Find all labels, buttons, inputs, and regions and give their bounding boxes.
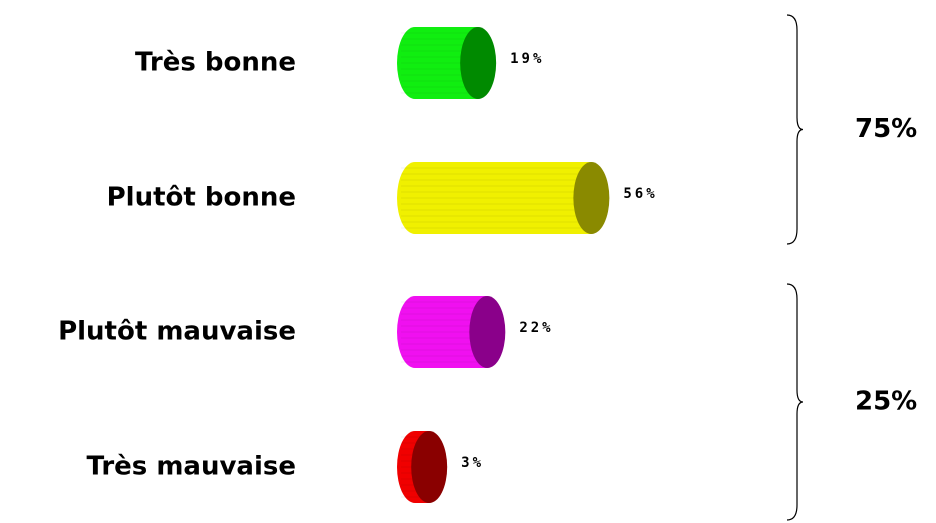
category-label: Plutôt mauvaise [58,317,296,347]
bar-cap [573,162,610,234]
bar [397,296,506,368]
value-label: 56% [623,186,657,202]
bar-cap [460,27,497,99]
brace [786,283,804,521]
category-label: Très mauvaise [86,452,296,482]
category-label: Plutôt bonne [107,183,296,213]
bar-cap [469,296,506,368]
category-label: Très bonne [135,48,296,78]
bar-body [415,162,592,234]
value-label: 22% [519,320,553,336]
bar [397,431,448,503]
brace [786,14,804,245]
bar [397,162,610,234]
value-label: 19% [510,51,544,67]
group-total: 25% [855,387,917,417]
bar-cap [411,431,448,503]
bar [397,27,497,99]
value-label: 3% [461,455,484,471]
group-total: 75% [855,114,917,144]
